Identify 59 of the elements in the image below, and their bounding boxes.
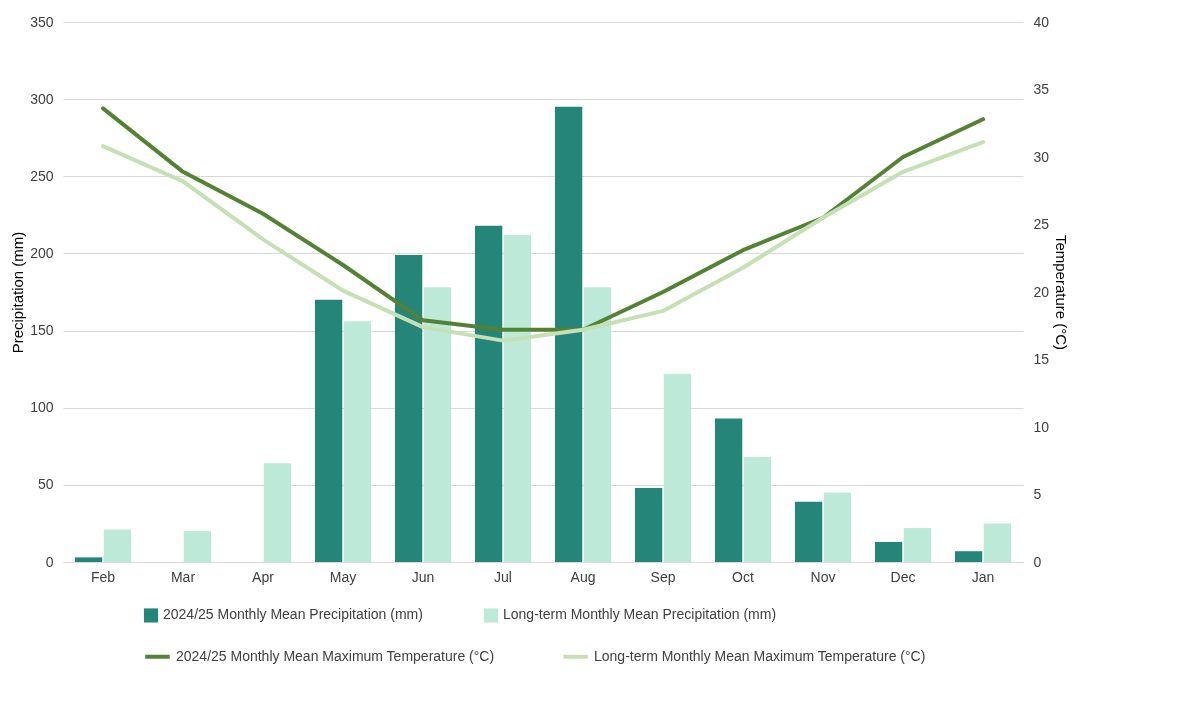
bar [343, 321, 371, 562]
bar [743, 457, 771, 562]
bar [903, 528, 931, 562]
y2-tick-label: 40 [1033, 13, 1050, 30]
legend-label: Long-term Monthly Mean Maximum Temperature (°C) [594, 647, 926, 664]
bar [823, 492, 851, 562]
bar [555, 106, 583, 562]
x-tick-label: Mar [170, 568, 196, 585]
x-tick-label: Apr [252, 568, 275, 585]
line-series [101, 140, 985, 343]
y-tick-label: 200 [30, 244, 54, 261]
x-tick-label: Jun [411, 568, 435, 585]
bar [795, 501, 823, 562]
y2-tick-label: 15 [1033, 351, 1050, 367]
y2-axis-title: Temperature (°C) [1053, 234, 1071, 351]
x-tick-label: May [329, 568, 357, 585]
y2-tick-label: 35 [1033, 81, 1050, 97]
x-tick-label: Nov [810, 568, 836, 585]
legend-label: 2024/25 Monthly Mean Maximum Temperature (°C) [176, 647, 495, 664]
y-tick-label: 250 [30, 167, 54, 184]
x-tick-label: Dec [890, 568, 916, 585]
bar [475, 225, 503, 562]
y-tick-label: 100 [30, 399, 54, 416]
y2-tick-label: 5 [1033, 486, 1042, 502]
y2-tick-label: 10 [1033, 418, 1050, 435]
bar [423, 287, 451, 562]
y-tick-label: 350 [30, 13, 54, 30]
y2-tick-label: 20 [1033, 283, 1050, 300]
legend-label: Long-term Monthly Mean Precipitation (mm) [503, 606, 777, 623]
bar [955, 551, 983, 562]
y-tick-label: 0 [45, 553, 54, 570]
bar [263, 463, 291, 562]
y-axis-title: Precipitation (mm) [9, 231, 27, 354]
y2-tick-label: 30 [1033, 148, 1050, 165]
bar [395, 254, 423, 562]
bar [635, 487, 663, 562]
bar [875, 541, 903, 562]
bar [583, 287, 611, 562]
y-tick-label: 50 [37, 476, 54, 493]
y-tick-label: 150 [30, 322, 54, 339]
line-series [101, 106, 985, 332]
x-tick-label: Oct [732, 568, 754, 585]
bar [75, 557, 103, 562]
legend-label: 2024/25 Monthly Mean Precipitation (mm) [163, 606, 423, 623]
x-tick-label: Jul [494, 568, 512, 585]
x-tick-label: Jan [971, 568, 995, 585]
bar [983, 523, 1011, 562]
bar [503, 234, 531, 562]
bar [715, 418, 743, 562]
bar [103, 529, 131, 562]
x-tick-label: Sep [650, 568, 676, 585]
x-tick-label: Aug [570, 568, 596, 585]
x-tick-label: Feb [90, 568, 116, 585]
y2-tick-label: 25 [1033, 216, 1050, 232]
bar [663, 373, 691, 562]
bar [183, 531, 211, 562]
y2-tick-label: 0 [1033, 553, 1042, 570]
bar [315, 299, 343, 562]
y-tick-label: 300 [30, 90, 54, 107]
